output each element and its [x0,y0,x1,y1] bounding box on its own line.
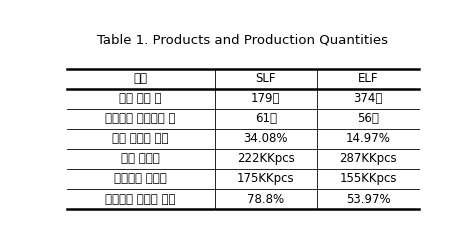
Text: 14.97%: 14.97% [346,132,391,145]
Text: 분석대상 대표품목 수: 분석대상 대표품목 수 [105,112,176,125]
Text: 179종: 179종 [251,92,281,105]
Text: 175KKpcs: 175KKpcs [237,173,295,186]
Text: 155KKpcs: 155KKpcs [339,173,397,186]
Text: 대표품목 생산량: 대표품목 생산량 [114,173,167,186]
Text: 61종: 61종 [255,112,277,125]
Text: 대표 품목수 비중: 대표 품목수 비중 [112,132,169,145]
Text: 222KKpcs: 222KKpcs [237,152,295,165]
Text: 전체 생산량: 전체 생산량 [121,152,160,165]
Text: 항목: 항목 [134,72,148,85]
Text: 대표품목 생산량 비중: 대표품목 생산량 비중 [105,193,176,205]
Text: 56종: 56종 [357,112,379,125]
Text: 53.97%: 53.97% [346,193,391,205]
Text: Table 1. Products and Production Quantities: Table 1. Products and Production Quantit… [98,34,388,47]
Text: 374종: 374종 [354,92,383,105]
Text: 78.8%: 78.8% [247,193,284,205]
Text: 287KKpcs: 287KKpcs [339,152,397,165]
Text: ELF: ELF [358,72,378,85]
Text: 전체 품목 수: 전체 품목 수 [119,92,162,105]
Text: 34.08%: 34.08% [244,132,288,145]
Text: SLF: SLF [255,72,276,85]
